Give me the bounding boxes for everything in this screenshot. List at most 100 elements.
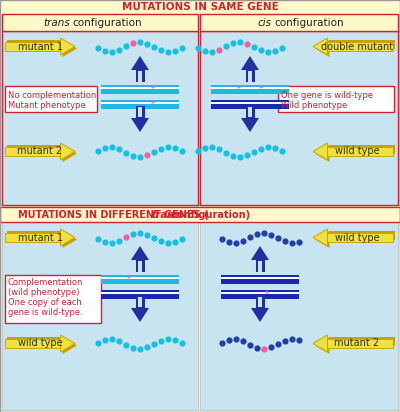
Text: trans: trans [152, 209, 181, 220]
Text: *: * [265, 290, 269, 299]
Text: One copy of each: One copy of each [8, 298, 82, 307]
Bar [328, 339, 393, 348]
Bar [101, 290, 179, 299]
Bar [328, 233, 393, 242]
Bar [2, 222, 198, 410]
Bar [5, 86, 97, 112]
Text: *: * [151, 100, 155, 109]
Text: No complementation: No complementation [8, 91, 96, 100]
Text: mutant 1: mutant 1 [18, 232, 62, 243]
Text: *: * [127, 275, 131, 284]
Bar [211, 100, 289, 109]
Bar [101, 292, 179, 293]
Bar [136, 296, 144, 308]
Polygon shape [313, 38, 328, 55]
Polygon shape [241, 56, 259, 70]
Bar [136, 106, 144, 118]
Bar [0, 207, 400, 222]
Bar [246, 106, 254, 118]
Polygon shape [251, 246, 269, 260]
Text: wild type: wild type [18, 339, 62, 349]
Text: mutant 1: mutant 1 [18, 42, 62, 52]
Text: Wild phenotype: Wild phenotype [281, 101, 347, 110]
Bar [5, 339, 60, 348]
Bar [7, 145, 62, 154]
Bar [256, 260, 264, 272]
Bar [258, 297, 262, 307]
Bar [101, 277, 179, 279]
Bar [138, 261, 142, 272]
Polygon shape [62, 145, 77, 162]
Text: *: * [151, 85, 155, 94]
Bar [138, 297, 142, 307]
Bar [330, 40, 395, 49]
Text: wild type: wild type [335, 147, 379, 157]
Polygon shape [315, 40, 330, 57]
Bar [5, 233, 60, 242]
Bar [136, 70, 144, 82]
Bar [101, 275, 179, 284]
Bar [256, 296, 264, 308]
Bar [5, 275, 101, 323]
Text: Mutant phenotype: Mutant phenotype [8, 101, 86, 110]
Polygon shape [313, 143, 328, 160]
Polygon shape [62, 40, 77, 57]
Bar [2, 31, 198, 205]
Polygon shape [313, 335, 328, 352]
Text: wild type: wild type [335, 232, 379, 243]
Text: configuration: configuration [72, 17, 142, 28]
Bar [0, 0, 400, 14]
Text: double mutant: double mutant [321, 42, 393, 52]
Bar [221, 290, 299, 299]
Polygon shape [131, 308, 149, 322]
Bar [5, 147, 60, 156]
Bar [328, 42, 393, 51]
Text: gene is wild-type.: gene is wild-type. [8, 308, 83, 317]
Text: configuration: configuration [274, 17, 344, 28]
Bar [278, 86, 394, 112]
Text: Complementation: Complementation [8, 278, 83, 287]
Text: mutant 2: mutant 2 [334, 339, 380, 349]
Text: configuration): configuration) [168, 209, 250, 220]
Polygon shape [62, 231, 77, 248]
Polygon shape [315, 337, 330, 354]
Bar [5, 42, 60, 51]
Text: One gene is wild-type: One gene is wild-type [281, 91, 373, 100]
Bar [330, 145, 395, 154]
Polygon shape [60, 143, 75, 160]
Bar [258, 261, 262, 272]
Bar [221, 292, 299, 293]
Bar [200, 31, 398, 205]
Bar [138, 71, 142, 82]
Bar [328, 147, 393, 156]
Polygon shape [131, 56, 149, 70]
Bar [200, 222, 398, 410]
Polygon shape [131, 246, 149, 260]
Bar [248, 71, 252, 82]
Text: *: * [259, 85, 263, 94]
Bar [246, 70, 254, 82]
Polygon shape [62, 337, 77, 354]
Polygon shape [241, 118, 259, 132]
Bar [211, 102, 289, 103]
Bar [330, 337, 395, 346]
Bar [2, 14, 198, 31]
Text: MUTATIONS IN DIFFERENT GENES (: MUTATIONS IN DIFFERENT GENES ( [18, 209, 208, 220]
Polygon shape [60, 229, 75, 246]
Bar [101, 102, 179, 103]
Bar [330, 231, 395, 240]
Polygon shape [131, 118, 149, 132]
Bar [211, 85, 289, 94]
Bar [101, 87, 179, 89]
Polygon shape [315, 145, 330, 162]
Bar [7, 337, 62, 346]
Bar [221, 277, 299, 279]
Polygon shape [60, 335, 75, 352]
Bar [101, 100, 179, 109]
Polygon shape [313, 229, 328, 246]
Text: MUTATIONS IN SAME GENE: MUTATIONS IN SAME GENE [122, 2, 278, 12]
Bar [7, 231, 62, 240]
Text: trans: trans [43, 17, 70, 28]
Polygon shape [315, 231, 330, 248]
Bar [200, 14, 398, 31]
